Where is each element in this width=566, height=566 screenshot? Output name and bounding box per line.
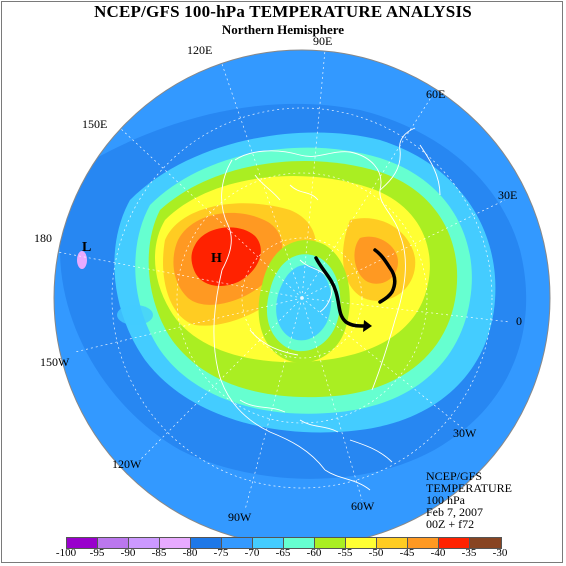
info-line-model: NCEP/GFS xyxy=(426,469,483,483)
color-scale-tick-label: -70 xyxy=(244,547,260,559)
color-scale-ticks: -100 -95 -90 -85 -80 -75 -70 -65 -60 -55 -50 -45 -40… xyxy=(56,547,507,561)
color-swatch xyxy=(191,538,222,548)
band-minus-85-low xyxy=(77,251,87,269)
info-line-level: 100 hPa xyxy=(426,493,465,507)
vortex-cyan xyxy=(276,265,332,341)
color-swatch xyxy=(98,538,129,548)
lon-label-120w: 120W xyxy=(112,457,142,471)
coastlines xyxy=(213,127,441,491)
lon-label-90w: 90W xyxy=(228,510,252,524)
color-swatch xyxy=(315,538,346,548)
color-scale-tick-label: -95 xyxy=(89,547,105,559)
color-swatch xyxy=(253,538,284,548)
graticule xyxy=(57,49,511,511)
lon-label-0: 0 xyxy=(516,314,522,328)
color-swatch xyxy=(67,538,98,548)
color-scale-tick-label: -45 xyxy=(399,547,415,559)
color-swatch xyxy=(408,538,439,548)
color-scale-tick-label: -90 xyxy=(120,547,136,559)
color-scale-tick-label: -85 xyxy=(151,547,167,559)
map-title: NCEP/GFS 100-hPa TEMPERATURE ANALYSIS xyxy=(94,2,472,21)
color-scale-tick-label: -35 xyxy=(461,547,477,559)
lon-label-30w: 30W xyxy=(453,426,477,440)
lon-label-60e: 60E xyxy=(426,87,445,101)
lon-label-150w: 150W xyxy=(40,355,70,369)
info-line-cycle: 00Z + f72 xyxy=(426,517,475,531)
color-scale-tick-label: -40 xyxy=(430,547,446,559)
color-scale-tick-label: -55 xyxy=(337,547,353,559)
color-swatch xyxy=(284,538,315,548)
band-minus-40 xyxy=(191,227,261,286)
info-line-date: Feb 7, 2007 xyxy=(426,505,483,519)
color-swatch xyxy=(346,538,377,548)
lon-label-90e: 90E xyxy=(313,34,332,48)
color-scale-tick-label: -80 xyxy=(182,547,198,559)
lon-label-30e: 30E xyxy=(498,188,517,202)
color-swatch xyxy=(470,538,501,548)
low-pressure-center: L xyxy=(82,240,91,255)
jet-arrow-head xyxy=(363,320,372,332)
color-swatch xyxy=(377,538,408,548)
high-pressure-center: H xyxy=(211,251,222,266)
color-scale-tick-label: -30 xyxy=(492,547,508,559)
info-line-variable: TEMPERATURE xyxy=(426,481,513,495)
color-swatch xyxy=(222,538,253,548)
color-scale-bar xyxy=(66,537,502,549)
lon-label-60w: 60W xyxy=(351,499,375,513)
analysis-info-block: NCEP/GFS TEMPERATURE 100 hPa Feb 7, 2007… xyxy=(426,470,512,530)
color-scale-tick-label: -50 xyxy=(368,547,384,559)
color-scale-tick-label: -100 xyxy=(55,547,77,559)
map-subtitle: Northern Hemisphere xyxy=(221,22,345,37)
color-scale-tick-label: -75 xyxy=(213,547,229,559)
color-scale-tick-label: -65 xyxy=(275,547,291,559)
color-swatch xyxy=(160,538,191,548)
color-scale-tick-label: -60 xyxy=(306,547,322,559)
lon-label-120e: 120E xyxy=(187,43,212,57)
jet-streak-arrows xyxy=(314,248,397,328)
color-swatch xyxy=(439,538,470,548)
band-minus-70-west xyxy=(117,305,153,325)
lon-label-180: 180 xyxy=(34,231,52,245)
band-minus-45-east xyxy=(354,236,398,284)
lon-label-150e: 150E xyxy=(82,117,107,131)
color-swatch xyxy=(129,538,160,548)
